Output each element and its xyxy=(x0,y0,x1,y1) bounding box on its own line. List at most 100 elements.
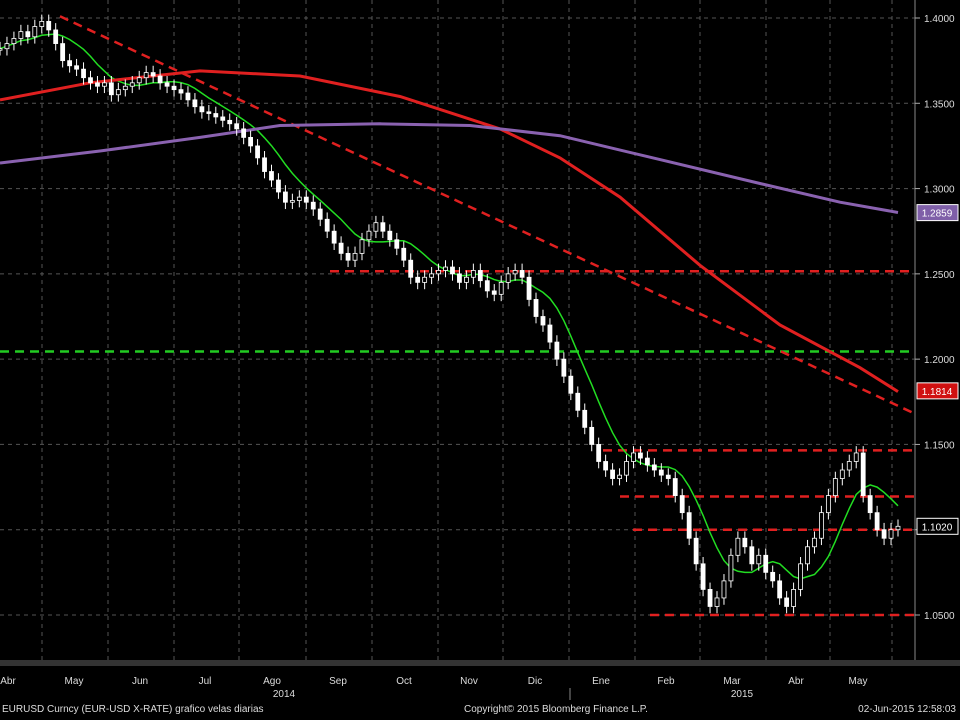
candle-body xyxy=(373,222,379,232)
candle-body xyxy=(408,259,414,278)
candle-body xyxy=(81,68,86,79)
candle-body xyxy=(276,179,281,193)
candle-body xyxy=(791,589,796,607)
candle-body xyxy=(95,82,100,87)
candle-body xyxy=(220,116,226,121)
last-value-badge xyxy=(916,204,959,222)
candle-body xyxy=(415,276,421,283)
ma-short-line xyxy=(0,33,899,580)
y-tick-label: 1.0500 xyxy=(924,611,955,622)
candle-body xyxy=(484,280,490,292)
candle-body xyxy=(888,529,894,539)
candle-body xyxy=(491,290,497,295)
candle-body xyxy=(512,270,518,275)
candle-body xyxy=(582,409,588,428)
candle-body xyxy=(853,452,859,462)
candle-body xyxy=(0,48,3,51)
downtrend-line xyxy=(59,15,916,415)
candle-body xyxy=(206,111,212,114)
candle-body xyxy=(157,75,163,84)
candle-body xyxy=(394,239,400,249)
candle-body xyxy=(443,266,448,271)
candle-body xyxy=(533,299,539,317)
candle-body xyxy=(227,119,233,125)
last-value-badge xyxy=(916,517,959,535)
candle-body xyxy=(255,145,260,159)
candle-body xyxy=(665,474,671,479)
candle-body xyxy=(18,31,24,39)
candle-body xyxy=(540,316,546,326)
candle-body xyxy=(359,239,365,254)
candle-body xyxy=(115,89,121,96)
candle-body xyxy=(610,469,615,479)
candle-body xyxy=(387,230,393,241)
candle-body xyxy=(248,136,254,147)
candle-body xyxy=(700,563,706,590)
x-tick-label: Oct xyxy=(396,676,412,687)
x-tick-label: Mar xyxy=(723,676,741,687)
candle-body xyxy=(317,208,323,220)
candle-body xyxy=(25,31,31,38)
candle-body xyxy=(269,171,274,181)
candle-body xyxy=(728,554,734,582)
y-tick-label: 1.3000 xyxy=(924,185,955,196)
candle-body xyxy=(714,597,720,607)
x-tick-label: Feb xyxy=(657,676,675,687)
candle-body xyxy=(707,589,713,607)
x-tick-label: Jul xyxy=(199,676,212,687)
candle-body xyxy=(296,196,302,201)
candle-body xyxy=(644,457,650,466)
candle-body xyxy=(798,563,803,590)
x-tick-label: Sep xyxy=(329,676,347,687)
candle-body xyxy=(867,495,873,514)
candle-body xyxy=(366,230,372,241)
candle-body xyxy=(770,571,776,582)
candle-body xyxy=(464,276,469,283)
candle-body xyxy=(213,113,219,118)
candle-body xyxy=(631,452,636,462)
candle-body xyxy=(39,21,45,27)
x-tick-label: Abr xyxy=(0,676,16,687)
candle-body xyxy=(651,464,657,471)
candle-body xyxy=(450,266,455,275)
candle-body xyxy=(338,242,344,254)
x-tick-label: Jun xyxy=(132,676,148,687)
candle-body xyxy=(603,461,609,471)
y-tick-label: 1.3500 xyxy=(924,99,955,110)
candle-body xyxy=(324,218,330,232)
candle-body xyxy=(895,525,901,531)
candle-body xyxy=(749,546,755,565)
candle-body xyxy=(380,222,386,232)
candle-body xyxy=(881,529,887,539)
candle-body xyxy=(46,21,52,31)
candle-body xyxy=(777,580,783,599)
candle-body xyxy=(721,580,727,599)
candle-body xyxy=(686,512,692,539)
candle-body xyxy=(547,324,553,343)
candle-body xyxy=(74,65,79,70)
candle-body xyxy=(470,270,476,278)
ma-long-line xyxy=(0,122,899,214)
candle-body xyxy=(832,478,838,496)
candle-body xyxy=(825,495,831,514)
candle-body xyxy=(429,273,434,278)
candle-body xyxy=(289,200,295,203)
candle-body xyxy=(805,546,810,565)
candle-body xyxy=(693,537,699,565)
footer-copyright: Copyright© 2015 Bloomberg Finance L.P. xyxy=(464,704,648,715)
candle-body xyxy=(4,43,10,50)
candle-body xyxy=(839,469,845,479)
y-tick-label: 1.2500 xyxy=(924,270,955,281)
ma-mid-line xyxy=(0,69,899,393)
candle-body xyxy=(519,270,525,278)
support-resistance-lines xyxy=(0,15,916,617)
candle-body xyxy=(401,247,407,261)
candle-body xyxy=(846,461,852,471)
candle-body xyxy=(568,375,574,394)
candle-body xyxy=(498,281,504,295)
candle-body xyxy=(171,85,177,91)
candle-body xyxy=(763,554,769,573)
candle-body xyxy=(596,444,602,462)
footer-instrument: EURUSD Curncy (EUR-USD X-RATE) grafico v… xyxy=(2,704,264,715)
